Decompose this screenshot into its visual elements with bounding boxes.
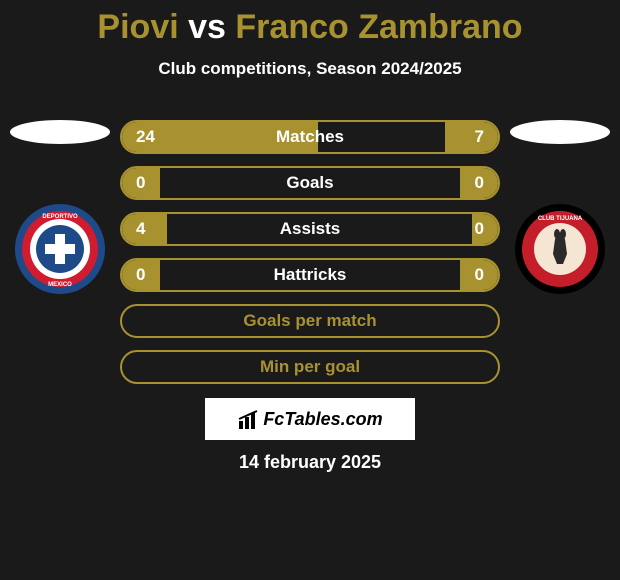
date-text: 14 february 2025 [239, 452, 381, 473]
stat-row: 4 0 Assists [120, 212, 500, 246]
stat-value-right: 0 [475, 219, 484, 239]
club-badge-left: DEPORTIVO MEXICO [15, 204, 105, 294]
stat-value-left: 0 [136, 265, 145, 285]
stat-label: Min per goal [260, 357, 360, 377]
stat-fill-right [445, 122, 498, 152]
stat-value-left: 0 [136, 173, 145, 193]
comparison-card: Piovi vs Franco Zambrano Club competitio… [0, 0, 620, 580]
player2-avatar-placeholder [510, 120, 610, 144]
stat-row: 0 0 Hattricks [120, 258, 500, 292]
brand-text: FcTables.com [263, 409, 382, 430]
stat-value-right: 7 [475, 127, 484, 147]
stat-row: 24 7 Matches [120, 120, 500, 154]
stat-value-right: 0 [475, 265, 484, 285]
player2-name: Franco Zambrano [235, 8, 522, 46]
player1-avatar-placeholder [10, 120, 110, 144]
stats-panel: 24 7 Matches 0 0 Goals 4 0 Assists 0 0 Hattricks Goa… [120, 120, 500, 396]
stat-value-right: 0 [475, 173, 484, 193]
stat-value-left: 4 [136, 219, 145, 239]
player1-name: Piovi [97, 8, 178, 46]
stat-row-empty: Min per goal [120, 350, 500, 384]
page-title: Piovi vs Franco Zambrano [0, 0, 620, 47]
player-right-column: CLUB TIJUANA [505, 120, 615, 294]
svg-text:MEXICO: MEXICO [48, 282, 72, 288]
svg-text:CLUB TIJUANA: CLUB TIJUANA [538, 216, 583, 222]
stat-row: 0 0 Goals [120, 166, 500, 200]
stat-label: Hattricks [274, 265, 347, 285]
brand-logo: FcTables.com [205, 398, 415, 440]
svg-text:DEPORTIVO: DEPORTIVO [42, 214, 78, 220]
stat-label: Matches [276, 127, 344, 147]
vs-text: vs [188, 8, 226, 46]
player-left-column: DEPORTIVO MEXICO [5, 120, 115, 294]
stat-label: Assists [280, 219, 340, 239]
stat-label: Goals per match [243, 311, 376, 331]
stat-value-left: 24 [136, 127, 155, 147]
club-badge-right: CLUB TIJUANA [515, 204, 605, 294]
stat-row-empty: Goals per match [120, 304, 500, 338]
stat-label: Goals [286, 173, 333, 193]
subtitle: Club competitions, Season 2024/2025 [0, 59, 620, 79]
